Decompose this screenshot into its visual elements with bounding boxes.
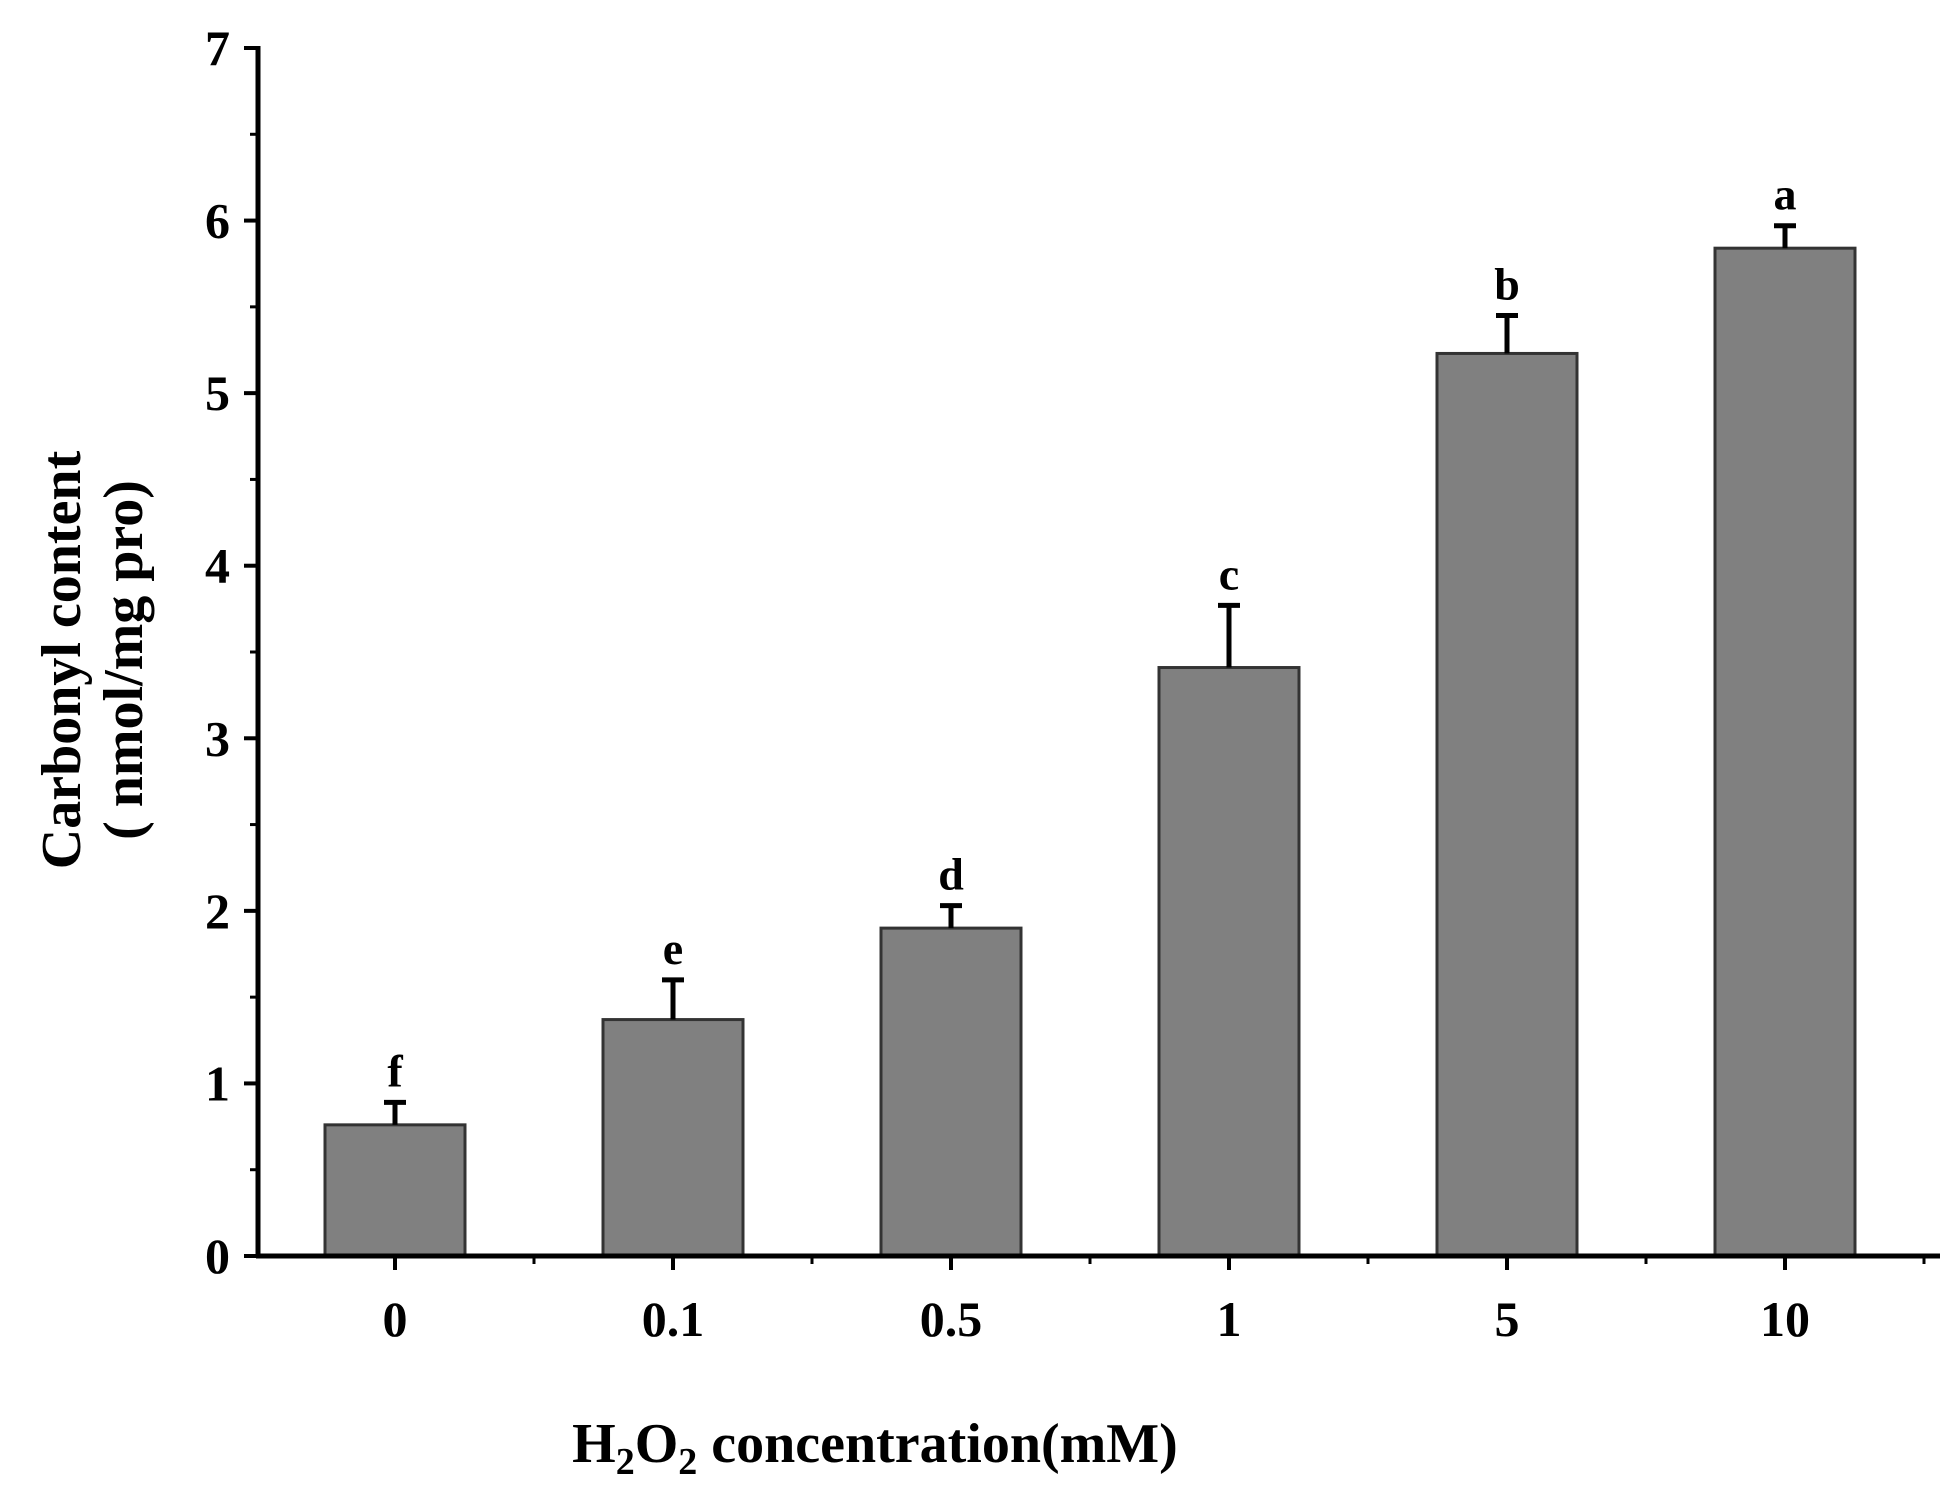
- bar: [1713, 246, 1857, 1258]
- y-axis-title: Carbonyl content ( nmol/mg pro): [31, 450, 155, 869]
- bar: [323, 1123, 467, 1258]
- x-tick-label: 10: [1760, 1291, 1810, 1347]
- significance-label: a: [1774, 169, 1797, 220]
- significance-label: f: [387, 1045, 403, 1096]
- x-tick-label: 0.1: [642, 1291, 705, 1347]
- y-tick-label: 6: [205, 193, 230, 249]
- x-axis-title: H2O2 concentration(mM): [572, 1413, 1178, 1483]
- y-ticks-layer: 0 1 2 3 4 5 6 7: [205, 20, 258, 1284]
- y-tick-label: 2: [205, 883, 230, 939]
- significance-label: e: [663, 923, 683, 974]
- axes-layer: [255, 46, 1940, 1259]
- significance-label: b: [1494, 258, 1520, 309]
- y-tick-label: 0: [205, 1228, 230, 1284]
- x-axis-title-prefix: H: [572, 1413, 616, 1475]
- x-ticks-layer: 0 0.1 0.5 1 5 10: [383, 1256, 1926, 1347]
- x-tick-label: 0: [383, 1291, 408, 1347]
- x-axis-title-subscript-1: 2: [616, 1441, 635, 1483]
- y-tick-label: 4: [205, 538, 230, 594]
- error-bars-layer: [384, 223, 1796, 1125]
- x-axis-title-mid: O: [635, 1413, 679, 1475]
- x-axis-title-subscript-2: 2: [678, 1441, 697, 1483]
- bar: [1435, 351, 1579, 1258]
- significance-label: c: [1219, 548, 1239, 599]
- significance-label: d: [938, 849, 964, 900]
- x-tick-label: 0.5: [920, 1291, 983, 1347]
- bar: [601, 1018, 745, 1258]
- significance-labels-layer: f e d c b a: [387, 169, 1796, 1097]
- x-tick-label: 5: [1495, 1291, 1520, 1347]
- y-axis-title-line1: Carbonyl content: [31, 450, 93, 869]
- bar: [879, 926, 1023, 1258]
- y-tick-label: 5: [205, 365, 230, 421]
- y-tick-label: 3: [205, 710, 230, 766]
- y-tick-label: 1: [205, 1055, 230, 1111]
- y-tick-label: 7: [205, 20, 230, 76]
- bars-layer: [323, 246, 1857, 1258]
- y-axis-title-line2: ( nmol/mg pro): [93, 480, 155, 840]
- x-axis-title-suffix: concentration(mM): [697, 1413, 1178, 1475]
- bar: [1157, 666, 1301, 1258]
- x-tick-label: 1: [1217, 1291, 1242, 1347]
